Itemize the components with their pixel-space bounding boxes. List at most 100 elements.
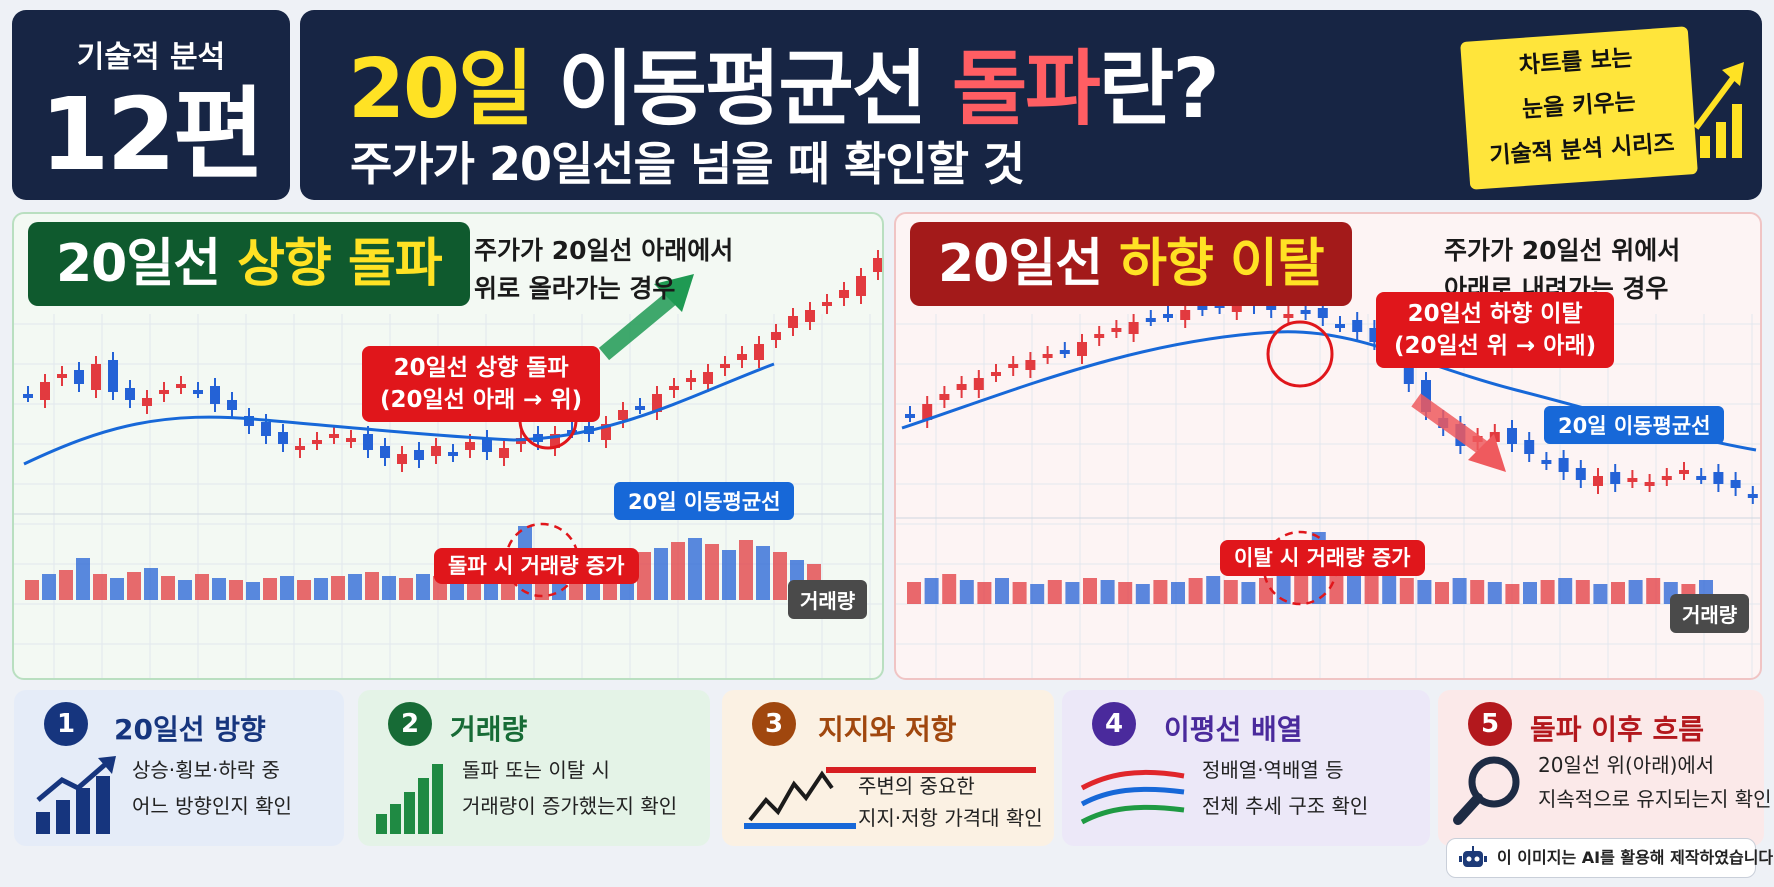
candle-body — [922, 404, 933, 420]
downward-heading-prefix: 20일선 — [938, 234, 1120, 294]
candle-body — [1644, 482, 1655, 486]
trend-arrow-shaft — [1411, 393, 1491, 457]
volume-bar — [1540, 580, 1555, 604]
volume-bar — [144, 568, 158, 600]
candle-body — [312, 440, 322, 444]
volume-bar — [42, 574, 56, 600]
title-part-2: 이동평균선 — [531, 42, 952, 137]
card-3-title: 지지와 저항 — [818, 713, 957, 746]
volume-bar — [705, 544, 719, 600]
candle-body — [397, 454, 407, 464]
downward-description-line-1: 주가가 20일선 위에서 — [1444, 236, 1681, 265]
candle-body — [295, 446, 305, 450]
candle-body — [261, 422, 271, 436]
candle-body — [482, 438, 492, 452]
candle-body — [720, 364, 730, 368]
card-1-line-1: 상승·횡보·하락 중 — [132, 758, 280, 782]
volume-bar — [959, 580, 974, 604]
card-1-line-2: 어느 방향인지 확인 — [132, 794, 292, 818]
checkpoint-card-5: 5 돌파 이후 흐름 20일선 위(아래)에서 지속적으로 유지되는지 확인 — [1438, 690, 1772, 846]
candle-body — [1111, 328, 1122, 332]
volume-bar — [365, 572, 379, 600]
candle-body — [414, 450, 424, 460]
upward-heading-prefix: 20일선 — [56, 234, 238, 294]
volume-bar — [1628, 580, 1643, 604]
candle-body — [448, 452, 458, 456]
candle-body — [1180, 310, 1191, 320]
candle-body — [1661, 476, 1672, 480]
volume-bar — [1294, 570, 1309, 604]
upward-volume-callout: 돌파 시 거래량 증가 — [434, 548, 639, 584]
card-3-line-1: 주변의 중요한 — [858, 774, 975, 798]
candle-body — [550, 434, 560, 448]
candle-body — [686, 378, 696, 382]
series-label: 기술적 분석 — [76, 40, 226, 75]
card-5-line-1: 20일선 위(아래)에서 — [1538, 753, 1715, 777]
trend-arrow-shaft — [598, 289, 680, 361]
series-badge: 기술적 분석 12편 — [12, 10, 290, 200]
candle-body — [1163, 314, 1173, 318]
volume-bar — [1364, 570, 1379, 604]
volume-bar — [756, 546, 770, 600]
volume-bar — [1047, 580, 1062, 604]
volume-bar — [688, 538, 702, 600]
volume-bar — [93, 574, 107, 600]
volume-bar — [1153, 580, 1168, 604]
candle-body — [1283, 314, 1294, 318]
card-2-line-2: 거래량이 증가했는지 확인 — [462, 794, 678, 818]
volume-bar — [1575, 580, 1590, 604]
candle-body — [839, 290, 849, 298]
volume-bar — [977, 582, 992, 604]
trend-arrow-head — [1468, 434, 1506, 472]
volume-bar — [1593, 584, 1608, 604]
candle-body — [380, 446, 390, 458]
volume-bar — [1083, 578, 1097, 604]
volume-bar — [1206, 576, 1221, 604]
volume-bar — [178, 580, 192, 600]
title-banner: 20일 이동평균선 돌파란? 주가가 20일선을 넘을 때 확인할 것 차트를 … — [300, 10, 1762, 200]
volume-bar — [942, 574, 957, 604]
candle-body — [991, 372, 1001, 376]
volume-bar — [1611, 582, 1625, 604]
volume-bar — [924, 578, 939, 604]
candle-body — [771, 332, 781, 340]
candle-body — [465, 442, 475, 450]
card-5-text: 20일선 위(아래)에서 지속적으로 유지되는지 확인 — [1538, 748, 1772, 816]
checkpoint-card-1: 1 20일선 방향 상승·횡보·하락 중 어느 방향인지 확인 — [14, 690, 344, 846]
upward-description-line-2: 위로 올라가는 경우 — [474, 274, 676, 303]
volume-bar — [1100, 580, 1115, 604]
downward-volume-callout: 이탈 시 거래량 증가 — [1220, 540, 1425, 576]
candle-body — [1421, 380, 1431, 412]
candle-body — [142, 398, 152, 406]
candle-body — [244, 416, 254, 426]
card-2-title: 거래량 — [450, 713, 528, 746]
card-3-number: 3 — [752, 702, 796, 746]
candle-body — [635, 406, 645, 410]
ma-20-line — [23, 362, 775, 466]
candle-body — [856, 276, 866, 296]
downward-breakdown-heading: 20일선 하향 이탈 — [910, 222, 1352, 306]
volume-bar — [25, 580, 39, 600]
candle-body — [1507, 428, 1517, 444]
card-4-line-1: 정배열·역배열 등 — [1202, 758, 1344, 782]
volume-bar — [1347, 574, 1361, 604]
candle-body — [1352, 320, 1363, 332]
card-4-text: 정배열·역배열 등 전체 추세 구조 확인 — [1202, 752, 1368, 824]
downward-heading-highlight: 하향 이탈 — [1119, 234, 1324, 294]
card-4-title: 이평선 배열 — [1164, 713, 1303, 746]
volume-bar — [263, 578, 277, 600]
volume-bar — [1452, 578, 1467, 604]
volume-bar — [1259, 578, 1273, 604]
card-3-text: 주변의 중요한 지지·저항 가격대 확인 — [858, 770, 1043, 834]
candle-body — [905, 414, 915, 418]
volume-bar — [1065, 582, 1080, 604]
volume-bar — [773, 552, 787, 600]
volume-bar — [229, 580, 243, 600]
volume-bar — [1188, 578, 1203, 604]
candle-body — [1575, 468, 1586, 480]
volume-bar — [995, 578, 1009, 604]
upward-breakout-panel: 20일선 상향 돌파 주가가 20일선 아래에서 위로 올라가는 경우 20일선… — [12, 212, 884, 680]
candle-body — [1730, 480, 1741, 488]
card-5-line-2: 지속적으로 유지되는지 확인 — [1538, 787, 1772, 811]
card-1-number: 1 — [44, 702, 88, 746]
